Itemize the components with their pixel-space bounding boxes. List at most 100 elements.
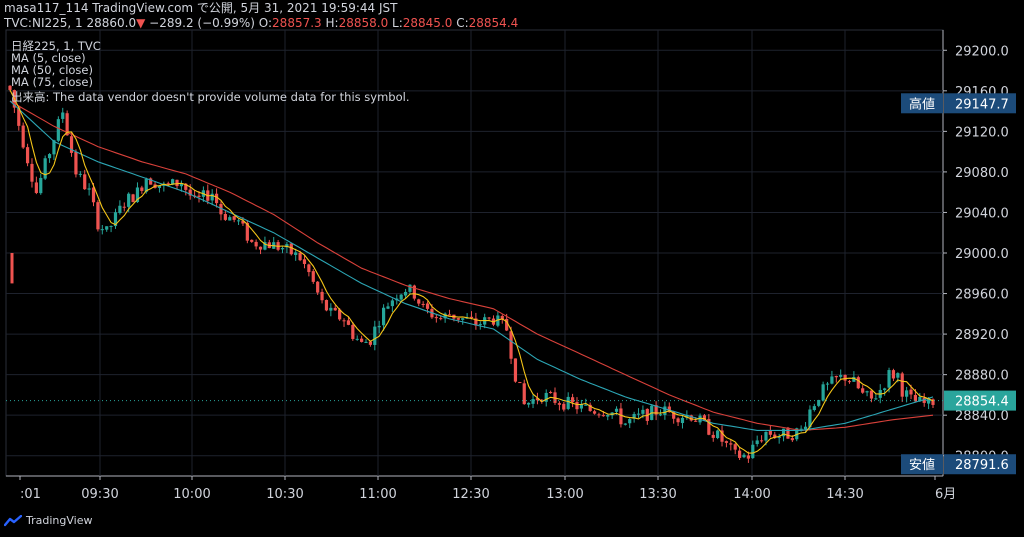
tradingview-logo-icon bbox=[4, 514, 22, 526]
candle-body bbox=[105, 226, 109, 230]
candle-body bbox=[522, 383, 526, 405]
candle-body bbox=[149, 178, 153, 185]
candle-body bbox=[716, 430, 720, 439]
high-price-badge-label-bg bbox=[901, 93, 943, 114]
legend-ma75[interactable]: MA (75, close) bbox=[11, 75, 93, 89]
candle-body bbox=[799, 428, 803, 430]
candle-body bbox=[575, 402, 579, 410]
candle-body bbox=[496, 315, 500, 326]
candle-body bbox=[360, 338, 364, 342]
candle-body bbox=[377, 325, 381, 328]
time-tick-label: 6月 bbox=[935, 487, 956, 502]
candle-body bbox=[69, 136, 74, 153]
candle-body bbox=[654, 405, 658, 415]
candle-body bbox=[245, 222, 249, 241]
candle-body bbox=[588, 404, 592, 411]
candle-body bbox=[738, 450, 742, 458]
last-price: 28860.0 bbox=[86, 16, 137, 30]
close-value: 28854.4 bbox=[468, 16, 519, 30]
candle-body bbox=[390, 300, 394, 307]
candle-body bbox=[109, 225, 113, 227]
candle-body bbox=[78, 173, 82, 175]
candle-body bbox=[43, 158, 47, 179]
candle-body bbox=[280, 248, 285, 250]
candle-body bbox=[236, 220, 241, 222]
candle-body bbox=[584, 404, 588, 406]
candle-body bbox=[21, 125, 25, 148]
candle-body bbox=[724, 441, 729, 443]
candle-body bbox=[913, 395, 918, 402]
candle-body bbox=[562, 403, 566, 410]
candle-body bbox=[131, 194, 135, 203]
candle-body bbox=[289, 243, 293, 255]
down-arrow-icon: ▼ bbox=[136, 16, 146, 30]
candle-body bbox=[74, 151, 78, 175]
price-change: −289.2 (−0.99%) bbox=[149, 16, 255, 30]
candle-body bbox=[825, 383, 830, 385]
candle-body bbox=[197, 195, 201, 197]
candle-body bbox=[412, 285, 416, 299]
candle-body bbox=[623, 423, 627, 425]
candle-body bbox=[171, 179, 175, 185]
candle-body bbox=[680, 417, 685, 424]
legend-title[interactable]: 日経225, 1, TVC bbox=[11, 39, 101, 53]
candle-body bbox=[843, 374, 847, 381]
tradingview-brand[interactable]: TradingView bbox=[4, 514, 92, 527]
candle-body bbox=[91, 187, 96, 203]
low-value: 28845.0 bbox=[402, 16, 453, 30]
candle-body bbox=[447, 314, 452, 316]
candle-body bbox=[689, 415, 693, 421]
price-tick-label: 29080.0 bbox=[955, 166, 1009, 181]
candle-body bbox=[241, 220, 245, 224]
candle-body bbox=[373, 326, 377, 345]
low-label: L: bbox=[392, 16, 403, 30]
legend-ma5[interactable]: MA (5, close) bbox=[11, 51, 86, 65]
candle-body bbox=[531, 399, 535, 404]
candle-body bbox=[294, 252, 298, 255]
candle-body bbox=[869, 390, 874, 399]
candle-body bbox=[513, 358, 518, 382]
candle-body bbox=[320, 291, 324, 301]
candle-body bbox=[527, 402, 531, 405]
candle-body bbox=[614, 408, 619, 412]
candle-body bbox=[544, 392, 548, 402]
candle-body bbox=[25, 147, 30, 164]
open-value: 28857.3 bbox=[272, 16, 322, 30]
candle-body bbox=[263, 242, 267, 250]
candle-body bbox=[900, 373, 904, 397]
high-label: H: bbox=[325, 16, 339, 30]
candle-body bbox=[52, 140, 56, 155]
candle-body bbox=[478, 323, 482, 325]
legend-ma50[interactable]: MA (50, close) bbox=[11, 63, 93, 77]
candle-body bbox=[663, 406, 667, 415]
candle-body bbox=[364, 341, 368, 343]
candle-body bbox=[342, 320, 346, 322]
close-label: C: bbox=[456, 16, 469, 30]
candle-body bbox=[100, 229, 104, 231]
candle-body bbox=[852, 377, 856, 382]
low-price-badge-value: 28791.6 bbox=[955, 458, 1009, 473]
candle-body bbox=[399, 294, 403, 300]
candle-body bbox=[219, 204, 223, 215]
price-tick-label: 28920.0 bbox=[955, 328, 1009, 343]
candle-body bbox=[847, 381, 852, 383]
candle-body bbox=[500, 316, 504, 320]
candle-body bbox=[808, 409, 812, 428]
candle-body bbox=[830, 376, 834, 384]
current-price-badge-value-bg bbox=[944, 390, 1016, 411]
candle-body bbox=[518, 382, 522, 384]
candle-body bbox=[232, 216, 236, 220]
candle-body bbox=[210, 193, 214, 201]
candle-body bbox=[795, 428, 799, 440]
candle-body bbox=[540, 399, 544, 402]
candle-body bbox=[403, 291, 408, 296]
candle-body bbox=[707, 419, 711, 435]
candle-body bbox=[759, 440, 764, 442]
current-price-badge: 28854.4 bbox=[944, 390, 1016, 411]
candle-body bbox=[381, 307, 386, 326]
legend-volume[interactable]: 出来高: The data vendor doesn't provide vol… bbox=[11, 90, 410, 104]
candle-body bbox=[421, 303, 425, 305]
candle-body bbox=[856, 377, 860, 389]
candle-body bbox=[922, 397, 926, 403]
